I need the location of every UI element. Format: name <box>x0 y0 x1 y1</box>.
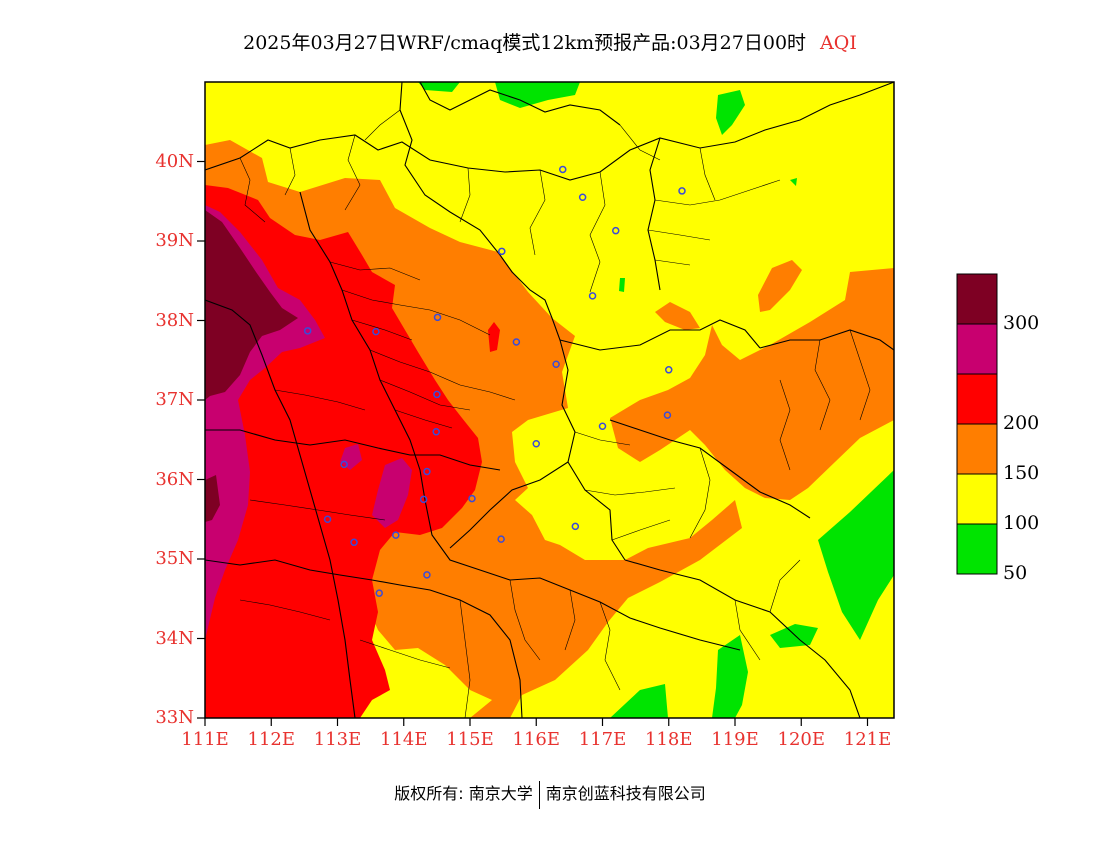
lon-label: 111E <box>181 729 229 750</box>
legend-label: 100 <box>1003 512 1040 534</box>
city-marker <box>552 360 560 368</box>
city-marker <box>512 338 521 346</box>
aqi-zone-good-southeast <box>818 470 894 640</box>
city-marker <box>433 313 442 322</box>
province-boundaries <box>205 82 894 718</box>
city-marker <box>498 247 506 256</box>
city-marker <box>598 422 607 430</box>
copyright-right: 南京创蓝科技有限公司 <box>545 784 706 803</box>
lat-label: 34N <box>155 627 194 649</box>
aqi-zone-unhealthy-spot <box>488 322 500 352</box>
legend-swatch <box>956 523 998 575</box>
city-marker <box>419 495 428 504</box>
city-marker <box>350 538 358 547</box>
aqi-legend <box>956 273 998 575</box>
city-marker <box>392 531 400 539</box>
aqi-zone-usg-spot <box>655 260 802 330</box>
aqi-zone-good-south <box>610 624 818 718</box>
lat-label: 36N <box>155 468 194 490</box>
aqi-field <box>205 82 894 718</box>
legend-label: 200 <box>1003 412 1040 434</box>
lon-label: 113E <box>313 729 362 750</box>
city-marker <box>423 467 431 476</box>
city-markers <box>303 165 686 597</box>
city-marker <box>588 292 597 300</box>
city-marker <box>497 535 505 543</box>
title-variable: AQI <box>820 32 857 54</box>
lat-label: 33N <box>155 707 194 728</box>
title-main: 2025年03月27日WRF/cmaq模式12km预报产品:03月27日00时 <box>243 32 807 54</box>
city-marker <box>433 390 441 399</box>
city-marker <box>372 327 380 336</box>
lon-label: 114E <box>380 729 428 750</box>
lat-label: 35N <box>155 548 194 569</box>
city-marker <box>612 226 620 235</box>
lon-label: 116E <box>512 729 561 750</box>
lat-label: 38N <box>155 309 194 331</box>
lon-label: 112E <box>247 729 296 750</box>
city-marker <box>432 428 440 436</box>
lon-label: 118E <box>645 729 693 750</box>
lon-label: 115E <box>446 729 494 750</box>
copyright-left: 版权所有: 南京大学 <box>394 784 533 803</box>
county-boundaries <box>239 109 871 718</box>
chart-title: 2025年03月27日WRF/cmaq模式12km预报产品:03月27日00时 A… <box>0 28 1100 55</box>
lat-label: 40N <box>155 150 194 172</box>
legend-swatch <box>956 373 998 425</box>
aqi-zone-very-unhealthy-spot <box>340 444 412 528</box>
city-marker <box>532 439 540 448</box>
city-marker <box>578 193 587 202</box>
city-marker <box>663 411 672 419</box>
legend-swatch <box>956 323 998 375</box>
lon-label: 121E <box>843 729 892 750</box>
legend-swatch <box>956 273 998 325</box>
city-marker <box>665 366 673 374</box>
city-marker <box>340 460 348 469</box>
city-marker <box>678 187 686 195</box>
footer-separator <box>538 780 540 809</box>
legend-label: 300 <box>1003 312 1040 334</box>
axis-ticks <box>197 160 869 726</box>
lon-label: 117E <box>578 729 627 750</box>
city-marker <box>571 522 580 531</box>
lon-label: 119E <box>711 729 759 750</box>
legend-swatch <box>956 423 998 475</box>
city-marker <box>468 494 476 503</box>
city-marker <box>559 165 567 174</box>
legend-label: 150 <box>1003 462 1040 484</box>
legend-label: 50 <box>1003 562 1028 584</box>
lat-label: 37N <box>155 389 194 410</box>
aqi-zone-hazardous <box>205 210 298 522</box>
city-marker <box>303 327 312 335</box>
copyright-footer: 版权所有: 南京大学 南京创蓝科技有限公司 <box>0 780 1100 809</box>
city-marker <box>375 589 383 597</box>
lat-label: 39N <box>155 230 194 251</box>
aqi-zone-good-north <box>418 82 580 108</box>
city-marker <box>323 515 332 523</box>
lon-label: 120E <box>777 729 826 750</box>
legend-swatch <box>956 473 998 525</box>
aqi-zone-usg-east <box>610 268 894 500</box>
city-marker <box>423 571 431 579</box>
